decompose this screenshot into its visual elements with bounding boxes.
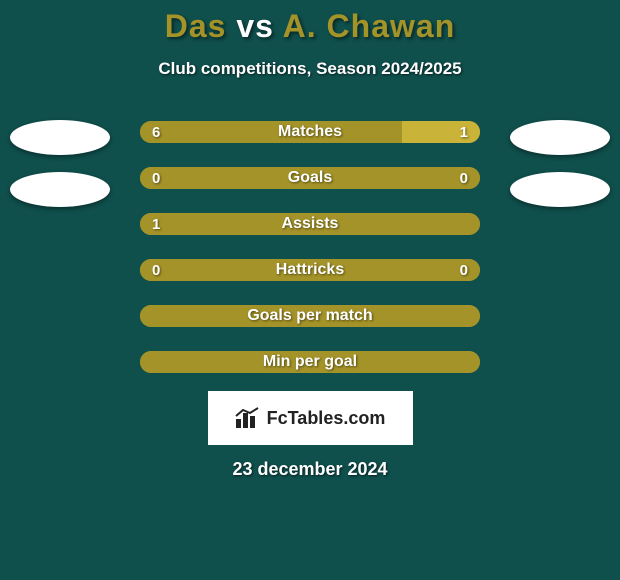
player-badge <box>10 120 110 155</box>
stat-label: Goals per match <box>140 305 480 327</box>
stat-row: 00Hattricks <box>140 259 480 281</box>
stat-label: Assists <box>140 213 480 235</box>
player-left-name: Das <box>165 8 227 44</box>
stat-label: Matches <box>140 121 480 143</box>
subtitle: Club competitions, Season 2024/2025 <box>0 59 620 79</box>
comparison-title: Das vs A. Chawan <box>0 0 620 45</box>
stat-label: Goals <box>140 167 480 189</box>
player-badge <box>510 172 610 207</box>
stat-row: 61Matches <box>140 121 480 143</box>
snapshot-date: 23 december 2024 <box>0 459 620 480</box>
stat-row: 00Goals <box>140 167 480 189</box>
stat-row: 1Assists <box>140 213 480 235</box>
stats-container: 61Matches 00Goals 1Assists 00Hattricks Goals… <box>0 121 620 373</box>
player-right-name: A. Chawan <box>283 8 456 44</box>
stat-row: Min per goal <box>140 351 480 373</box>
bars-icon <box>235 407 261 429</box>
stat-row: Goals per match <box>140 305 480 327</box>
stat-label: Hattricks <box>140 259 480 281</box>
player-badge <box>510 120 610 155</box>
watermark-text: FcTables.com <box>267 408 386 429</box>
stat-label: Min per goal <box>140 351 480 373</box>
player-badge <box>10 172 110 207</box>
watermark: FcTables.com <box>208 391 413 445</box>
vs-label: vs <box>236 8 274 44</box>
